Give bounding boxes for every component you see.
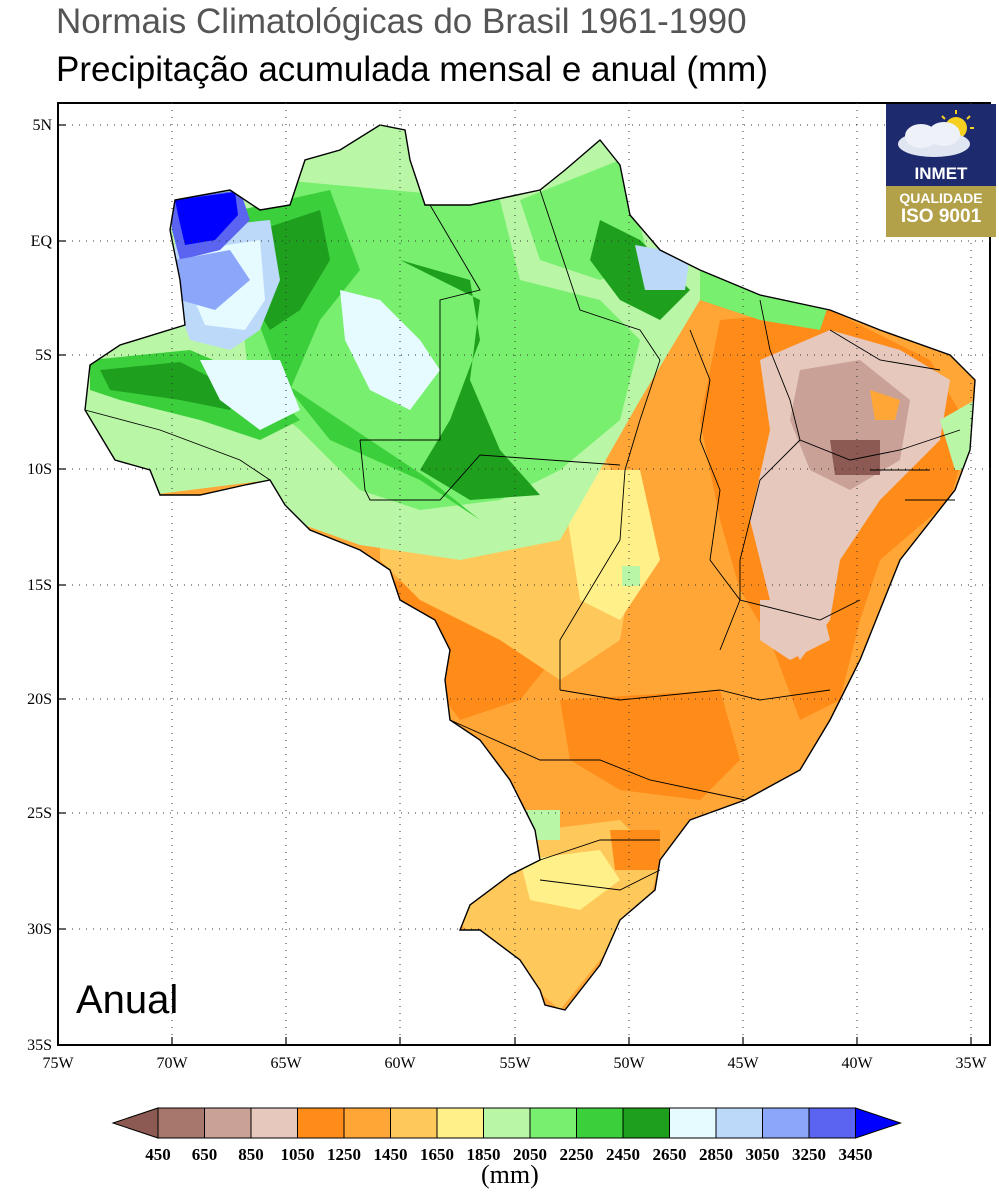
colorbar-label: 2050	[513, 1145, 547, 1164]
lat-tick-label: 25S	[27, 805, 52, 822]
panel-label: Anual	[76, 978, 179, 1022]
colorbar-label: 3250	[792, 1145, 826, 1164]
lon-tick-label: 60W	[384, 1055, 416, 1072]
colorbar-label: 3450	[839, 1145, 873, 1164]
colorbar-swatch	[529, 1107, 577, 1139]
colorbar-label: 1250	[327, 1145, 361, 1164]
colorbar-swatch	[343, 1107, 391, 1139]
colorbar-arrow-left	[111, 1107, 159, 1139]
colorbar-label: 450	[145, 1145, 171, 1164]
colorbar-label: 650	[192, 1145, 218, 1164]
lat-tick-label: 5N	[32, 117, 52, 134]
lon-tick-label: 40W	[841, 1055, 873, 1072]
colorbar-swatch	[669, 1107, 717, 1139]
lat-tick-label: 35S	[27, 1037, 52, 1054]
colorbar-swatch	[157, 1107, 205, 1139]
colorbar-label: 3050	[746, 1145, 780, 1164]
colorbar-label: 1450	[374, 1145, 408, 1164]
colorbar-unit: (mm)	[481, 1160, 539, 1189]
lat-tick-label: 15S	[27, 577, 52, 594]
tick-marks	[58, 124, 972, 1045]
colorbar-swatch	[390, 1107, 438, 1139]
cloud-sun-icon: INMET	[886, 104, 996, 186]
map-subtitle: Precipitação acumulada mensal e anual (m…	[56, 50, 768, 89]
colorbar-label: 1650	[420, 1145, 454, 1164]
logo-iso-label: ISO 9001	[900, 206, 982, 227]
colorbar-swatch	[297, 1107, 345, 1139]
lon-tick-label: 45W	[727, 1055, 759, 1072]
logo-name: INMET	[914, 164, 968, 183]
colorbar-label: 2250	[560, 1145, 594, 1164]
lon-tick-label: 65W	[270, 1055, 302, 1072]
colorbar-swatch	[576, 1107, 624, 1139]
colorbar-swatch	[808, 1107, 856, 1139]
lon-tick-label: 50W	[613, 1055, 645, 1072]
colorbar-swatch	[250, 1107, 298, 1139]
gridlines	[58, 103, 990, 1045]
map-title: Normais Climatológicas do Brasil 1961-19…	[56, 2, 747, 41]
lat-tick-label: 30S	[27, 921, 52, 938]
colorbar-swatch	[436, 1107, 484, 1139]
lat-tick-label: 20S	[27, 691, 52, 708]
colorbar-swatch	[762, 1107, 810, 1139]
colorbar: 450 650 850 1050 1250 1450 1650 1850 2050 2250 245…	[111, 1107, 903, 1164]
lon-tick-label: 75W	[42, 1055, 74, 1072]
logo-quality-label: QUALIDADE	[899, 190, 983, 206]
colorbar-arrow-right	[855, 1107, 903, 1139]
colorbar-swatch	[204, 1107, 252, 1139]
brazil-outline	[84, 124, 976, 1011]
lat-tick-label: 10S	[27, 461, 52, 478]
colorbar-label: 850	[238, 1145, 264, 1164]
colorbar-label: 1850	[467, 1145, 501, 1164]
colorbar-label: 2650	[653, 1145, 687, 1164]
state-borders	[84, 189, 961, 891]
colorbar-swatch	[622, 1107, 670, 1139]
colorbar-label: 2450	[606, 1145, 640, 1164]
inmet-logo: INMET QUALIDADE ISO 9001	[886, 104, 996, 237]
colorbar-swatch	[715, 1107, 763, 1139]
lon-tick-label: 55W	[499, 1055, 531, 1072]
lon-tick-label: 70W	[156, 1055, 188, 1072]
lat-tick-label: 5S	[35, 347, 52, 364]
colorbar-label: 2850	[699, 1145, 733, 1164]
lon-tick-label: 35W	[955, 1055, 987, 1072]
colorbar-swatch	[483, 1107, 531, 1139]
lat-tick-label: EQ	[31, 233, 53, 250]
colorbar-label: 1050	[281, 1145, 315, 1164]
